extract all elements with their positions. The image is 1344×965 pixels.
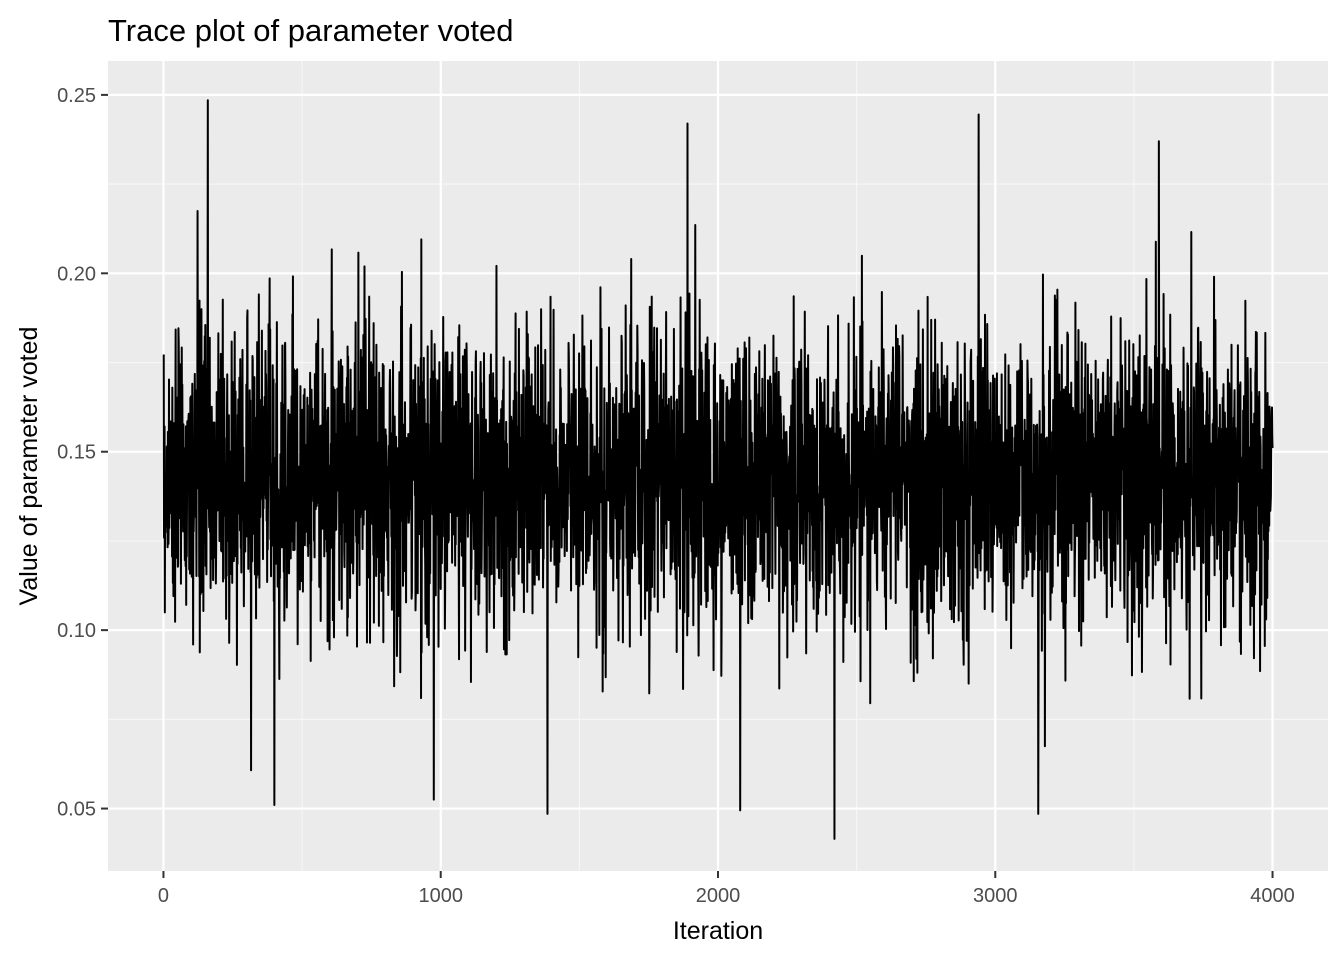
y-tick-label: 0.05 [57,799,96,821]
y-tick-label: 0.15 [57,442,96,464]
chart-title: Trace plot of parameter voted [108,13,514,48]
x-tick-label: 3000 [973,885,1018,907]
y-axis: 0.05 0.10 0.15 0.20 0.25 [57,85,108,821]
x-axis-title: Iteration [673,917,763,945]
series-line-trace [162,99,1274,840]
series-layer [162,99,1274,840]
y-tick-label: 0.20 [57,263,96,285]
x-tick-label: 0 [158,885,169,907]
y-tick-label: 0.25 [57,85,96,107]
x-axis: 0 1000 2000 3000 4000 [158,871,1295,907]
x-tick-label: 4000 [1250,885,1295,907]
y-tick-label: 0.10 [57,620,96,642]
x-tick-label: 1000 [418,885,463,907]
y-axis-title: Value of parameter voted [15,327,43,606]
x-tick-label: 2000 [696,885,741,907]
